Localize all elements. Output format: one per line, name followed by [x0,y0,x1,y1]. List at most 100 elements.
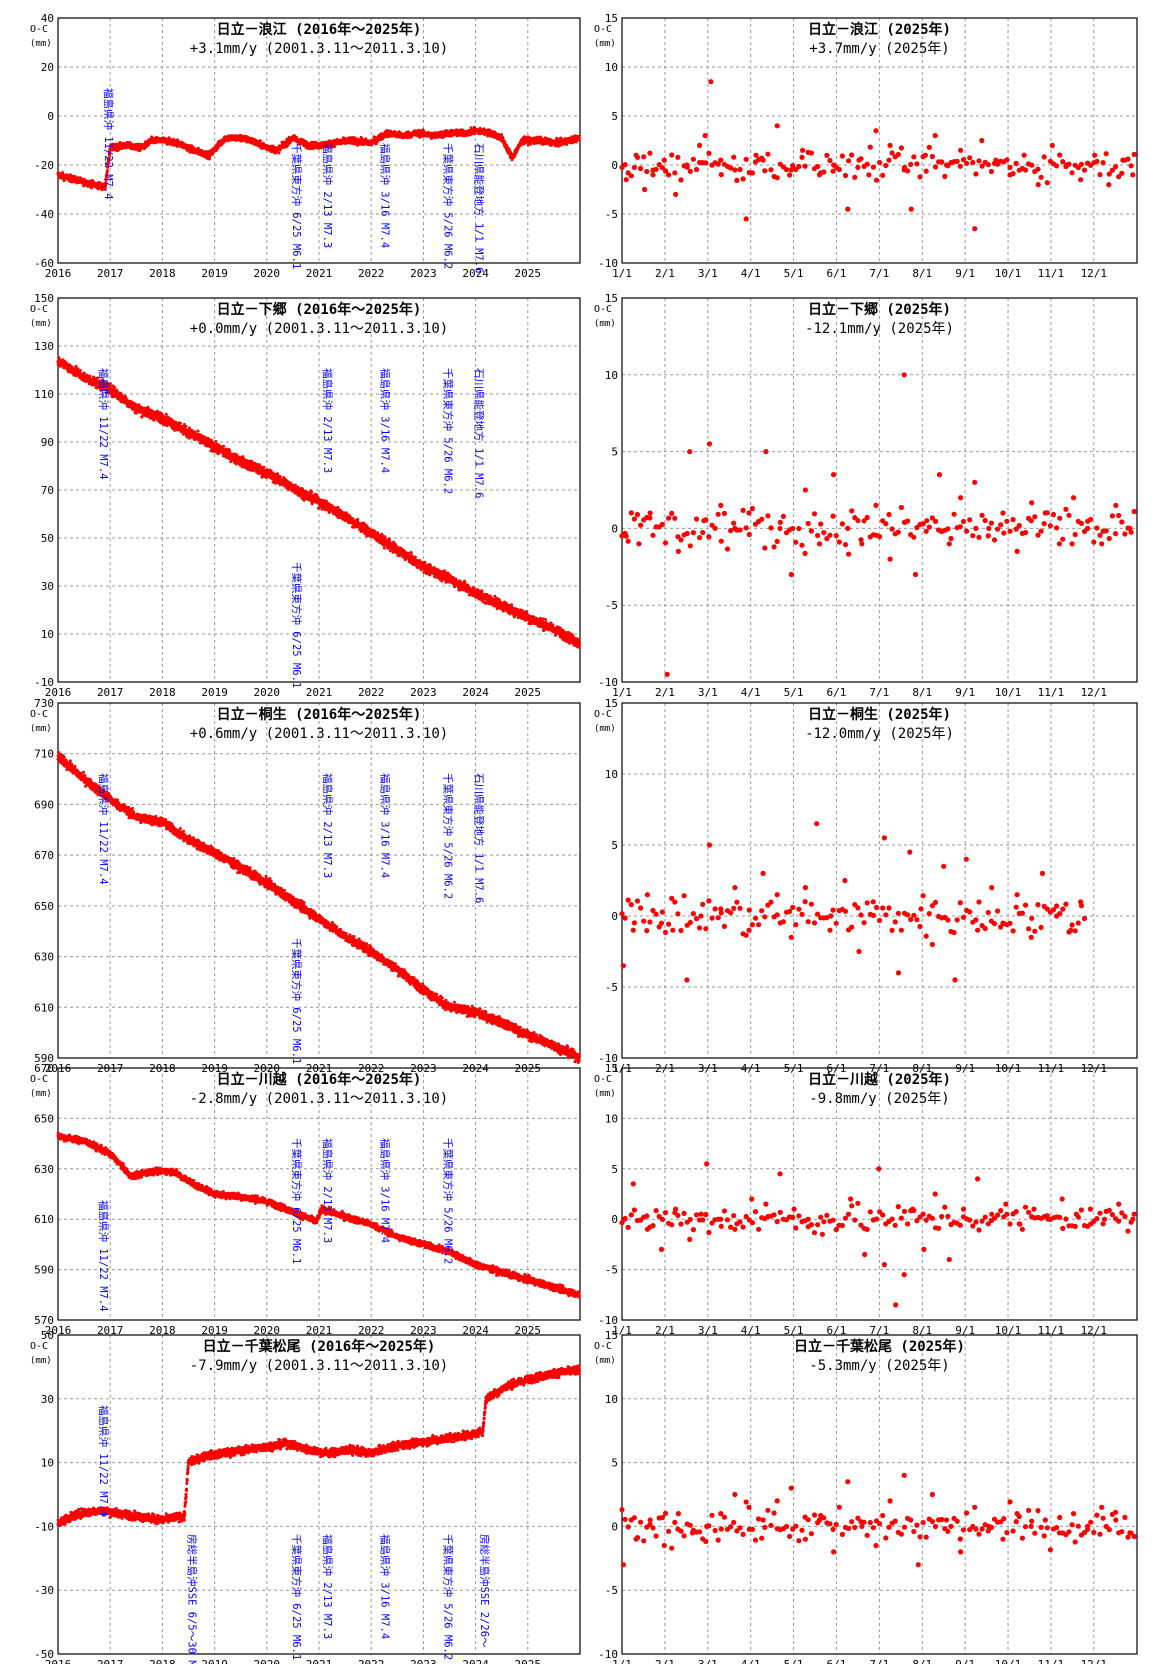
data-point [976,158,981,163]
data-point [759,156,764,161]
data-point [1082,168,1087,173]
data-point [967,155,972,160]
data-point [905,168,910,173]
data-point [92,376,95,379]
data-point [866,172,871,177]
data-point [719,172,724,177]
x-tick-label: 2017 [97,267,124,280]
x-tick-label: 2022 [358,686,385,699]
data-point [1132,152,1137,157]
data-point [188,427,191,430]
data-point [784,167,789,172]
data-point [768,167,773,172]
data-point [669,152,674,157]
data-point [734,178,739,183]
data-point [1004,157,1009,162]
data-point [1101,160,1106,165]
data-point [1050,143,1055,148]
y-tick-label: 10 [605,61,618,74]
chart-title: 日立－浪江 (2025年) [808,21,951,38]
data-point [800,148,805,153]
x-tick-label: 8/1 [912,267,932,280]
data-point [184,425,187,428]
data-point [855,165,860,170]
data-point [1029,163,1034,168]
data-point [138,403,141,406]
data-point [708,79,713,84]
x-tick-label: 2020 [254,267,281,280]
x-tick-label: 6/1 [827,267,847,280]
data-point [958,148,963,153]
data-point [914,161,919,166]
y-tick-label: 20 [41,61,54,74]
data-point [1039,175,1044,180]
x-tick-label: 2021 [306,267,333,280]
x-tick-label: 9/1 [955,267,975,280]
data-point [1113,164,1118,169]
data-point [917,174,922,179]
data-point [1035,167,1040,172]
data-point [896,152,901,157]
data-point [840,153,845,158]
data-point [1022,153,1027,158]
event-annotation: 千葉県東方沖 6/25 M6.1 [290,143,303,269]
event-annotation: 福島県沖 3/16 M7.4 [379,143,392,248]
x-tick-label: 2/1 [655,267,675,280]
data-point [1092,153,1097,158]
y-tick-label: -5 [605,208,618,221]
chart-title: 日立－浪江 (2016年～2025年) [217,21,422,38]
x-tick-label: 11/1 [1038,267,1065,280]
data-point [1066,162,1071,167]
data-point [647,151,652,156]
data-point [845,207,850,212]
data-point [858,156,863,161]
data-point [1011,171,1016,176]
data-point [635,155,640,160]
data-point [578,136,581,139]
data-point [629,173,634,178]
data-series [619,79,1136,231]
data-point [827,158,832,163]
data-point [803,164,808,169]
x-tick-label: 2020 [254,686,281,699]
data-point [731,155,736,160]
data-point [750,170,755,175]
data-point [214,440,217,443]
chart-subtitle: +0.0mm/y (2001.3.11～2011.3.10) [190,321,448,337]
chart-title: 日立－下郷 (2016年～2025年) [217,301,422,318]
x-tick-label: 2023 [410,686,437,699]
y-tick-label: -40 [34,208,54,221]
data-point [883,163,888,168]
data-point [846,158,851,163]
data-point [799,155,804,160]
data-point [75,365,78,368]
data-point [624,177,629,182]
data-point [1079,162,1084,167]
data-point [1070,170,1075,175]
data-point [837,167,842,172]
y-tick-label: 30 [41,580,54,593]
data-point [632,165,637,170]
data-point [871,165,876,170]
data-point [831,169,836,174]
data-point [986,162,991,167]
data-point [1054,163,1059,168]
data-point [662,158,667,163]
y-unit-label: O-C [30,304,48,315]
y-tick-label: 50 [41,532,54,545]
data-point [744,216,749,221]
data-point [179,422,182,425]
data-point [694,167,699,172]
data-point [843,173,848,178]
data-point [1097,172,1102,177]
event-annotation: 石川県能登地方 1/1 M7.6 [473,143,486,273]
event-annotation: 福島県沖 2/13 M7.3 [321,143,334,248]
data-point [88,375,91,378]
data-point [868,145,873,150]
data-point [787,172,792,177]
x-tick-label: 2022 [358,267,385,280]
data-point [942,174,947,179]
data-point [1014,161,1019,166]
data-point [921,154,926,159]
